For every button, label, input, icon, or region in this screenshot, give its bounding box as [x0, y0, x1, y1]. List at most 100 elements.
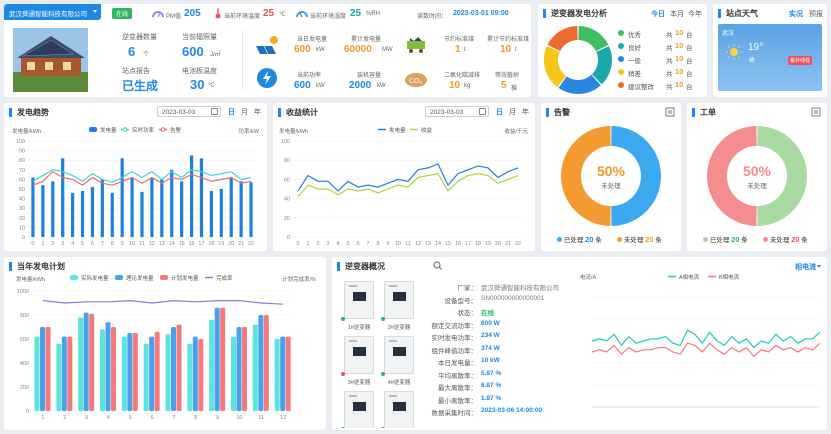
series-line	[591, 329, 821, 349]
bar	[242, 327, 247, 411]
inverter-tile[interactable]: 1#逆变器	[340, 281, 378, 334]
x-tick-label: 12	[280, 415, 286, 421]
inverter-tile[interactable]: 4#逆变器	[380, 336, 418, 389]
document-icon[interactable]	[811, 107, 821, 117]
legend-label: 实时功率	[132, 126, 155, 134]
thermometer-icon	[215, 8, 221, 19]
alarm-center-label: 未处理	[601, 183, 621, 190]
inverter-detail-row: 组件峰值功率： 374 W	[422, 344, 572, 357]
inverter-detail-row: 最小离散率： 1.87 %	[422, 394, 572, 407]
y-tick-label: 600	[20, 337, 29, 343]
x-tick-label: 17	[465, 241, 471, 247]
bar	[209, 190, 213, 237]
trend-date-picker[interactable]: 2023-03-03	[157, 106, 221, 117]
inverter-tile[interactable]: 3#逆变器	[340, 336, 378, 389]
panel-temp-value: 30	[190, 77, 205, 92]
x-tick-label: 5	[81, 241, 84, 247]
panel-temp-label: 电池板温度	[182, 68, 217, 75]
x-tick-label: 11	[405, 241, 411, 247]
donut-segment	[558, 74, 601, 94]
x-tick-label: 7	[101, 241, 104, 247]
x-tick-label: 4	[107, 415, 110, 421]
y-tick-label: 60	[284, 177, 290, 183]
bar	[220, 307, 226, 411]
inverter-tile[interactable]: 2#逆变器	[380, 281, 418, 334]
x-tick-label: 9	[216, 415, 219, 421]
trend-tab-year[interactable]: 年	[254, 109, 261, 116]
inverter-overview-card: 逆变器概况 相电流 1#逆变器 2#逆变器 3#逆变器 4#逆变器 5#逆变器6#逆变器…	[332, 257, 827, 430]
legend-value: 20	[645, 235, 654, 244]
humidity-gauge-icon	[296, 11, 308, 18]
inverter-device-image	[384, 281, 414, 319]
trend-tab-month[interactable]: 月	[241, 109, 248, 116]
company-selector[interactable]: 武汉舜通智能科技有限公司	[4, 4, 101, 20]
capacity-label: 装机容量	[357, 73, 382, 79]
x-tick-label: 17	[198, 241, 204, 247]
tab-month[interactable]: 本月	[670, 11, 684, 18]
bar	[78, 317, 84, 411]
co2-value: 10	[449, 80, 461, 91]
bar	[274, 339, 280, 411]
donut-segment	[707, 126, 758, 226]
y-tick-label: 50	[19, 187, 25, 193]
revenue-tab-month[interactable]: 月	[509, 109, 516, 116]
bar	[40, 327, 45, 411]
y-tick-label: 800	[20, 313, 29, 319]
revenue-tab-year[interactable]: 年	[522, 109, 529, 116]
y-tick-label: 40	[19, 197, 25, 203]
tab-forecast[interactable]: 预报	[809, 11, 823, 18]
station-report-status[interactable]: 已生成	[122, 79, 159, 93]
inverter-tile[interactable]: 6#逆变器	[380, 391, 418, 428]
bar	[121, 336, 127, 411]
bar	[170, 169, 174, 237]
bar	[219, 189, 223, 237]
status-dot	[381, 372, 385, 376]
document-icon[interactable]	[665, 107, 675, 117]
bar	[171, 327, 176, 411]
legend-unit: 台	[686, 84, 693, 91]
humidity-unit: %RH	[366, 11, 381, 17]
yearly-plan-title: 当年发电计划	[9, 262, 65, 271]
x-tick-label: 16	[455, 241, 461, 247]
inverter-detail-row: 本日发电量： 10 kW	[422, 356, 572, 369]
work-order-title: 工单	[692, 108, 716, 117]
tab-today[interactable]: 今日	[651, 11, 665, 18]
bar	[143, 343, 149, 411]
work-order-legend-handled: 已处理 20 条	[703, 234, 748, 244]
yearly-plan-chart: 发电量/kWh 计划完成率/% 实际发电量 理论发电量 计划发电量 完成率 0 200 400 6…	[16, 274, 316, 421]
inverter-detail-row: 最大离散率： 6.87 %	[422, 381, 572, 394]
donut-segment	[544, 46, 567, 88]
legend-unit: 台	[686, 45, 693, 52]
capacity-unit: kW	[377, 83, 386, 89]
tab-live[interactable]: 实况	[789, 11, 803, 18]
bar	[180, 181, 184, 237]
bar	[105, 322, 111, 411]
legend-dot	[618, 56, 624, 62]
legend-label: 未处理	[769, 237, 790, 244]
completion-rate-line	[42, 299, 284, 305]
legend-label: 一般	[628, 58, 641, 65]
y-tick-label: 10	[19, 225, 25, 231]
bar	[100, 179, 104, 237]
revenue-tab-day[interactable]: 日	[496, 109, 503, 116]
search-icon[interactable]	[433, 261, 442, 270]
inverter-name: 3#逆变器	[347, 380, 371, 386]
rating-legend-item: 建议整改 共 10 台	[618, 80, 704, 93]
detail-label: 数据采集时间：	[431, 410, 478, 417]
capacity-value: 2000	[349, 80, 372, 91]
tab-year[interactable]: 今年	[688, 11, 702, 18]
legend-unit: 条	[595, 237, 602, 244]
inverter-rating-donut	[544, 26, 612, 94]
x-tick-label: 19	[485, 241, 491, 247]
x-tick-label: 14	[435, 241, 441, 247]
legend-unit: 条	[741, 237, 748, 244]
inverter-detail-row: 设备型号： SN000000000000001	[422, 294, 572, 307]
revenue-date-picker[interactable]: 2023-03-03	[425, 106, 489, 117]
bar	[61, 158, 65, 237]
inverter-tile[interactable]: 5#逆变器	[340, 391, 378, 428]
bar	[61, 336, 67, 411]
phase-current-selector[interactable]: 相电流	[795, 264, 816, 271]
trend-tab-day[interactable]: 日	[228, 109, 235, 116]
detail-label: 最大离散率：	[438, 385, 477, 392]
